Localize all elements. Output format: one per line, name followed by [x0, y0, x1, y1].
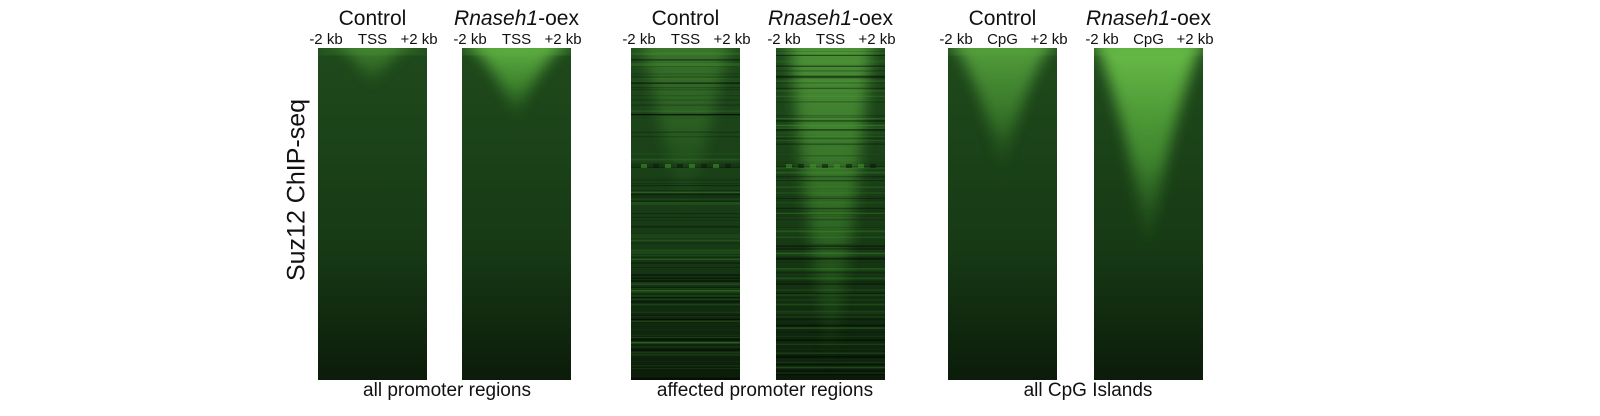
panel-title-text: Control	[339, 7, 407, 30]
x-tick-label: CpG	[1133, 31, 1164, 48]
panel-title-text: Control	[969, 7, 1037, 30]
panel-group-caption: all CpG Islands	[1024, 380, 1153, 401]
panel-title-text: -oex	[852, 7, 893, 30]
panel-title-italic: Rnaseh1	[768, 7, 852, 30]
x-tick-label: -2 kb	[622, 31, 655, 48]
x-tick-label: +2 kb	[400, 31, 437, 48]
y-axis-label: Suz12 ChIP-seq	[283, 99, 311, 281]
panel-title: Control	[339, 7, 407, 30]
panel-title-text: -oex	[1170, 7, 1211, 30]
panel-title: Control	[652, 7, 720, 30]
heatmap	[631, 48, 740, 380]
heatmap	[462, 48, 571, 380]
panel-title: Rnaseh1-oex	[454, 7, 579, 30]
panel-title-italic: Rnaseh1	[454, 7, 538, 30]
panel-title-text: -oex	[538, 7, 579, 30]
panel-title: Rnaseh1-oex	[1086, 7, 1211, 30]
x-tick-label: TSS	[502, 31, 531, 48]
x-tick-label: -2 kb	[939, 31, 972, 48]
panel-title: Control	[969, 7, 1037, 30]
x-tick-label: +2 kb	[544, 31, 581, 48]
panel-group-caption: all promoter regions	[363, 380, 531, 401]
x-tick-label: -2 kb	[767, 31, 800, 48]
x-tick-label: +2 kb	[858, 31, 895, 48]
panel-title: Rnaseh1-oex	[768, 7, 893, 30]
x-tick-label: CpG	[987, 31, 1018, 48]
x-tick-label: TSS	[816, 31, 845, 48]
x-tick-label: +2 kb	[713, 31, 750, 48]
x-tick-label: -2 kb	[309, 31, 342, 48]
x-tick-label: TSS	[358, 31, 387, 48]
heatmap	[318, 48, 427, 380]
x-tick-label: -2 kb	[453, 31, 486, 48]
x-tick-label: TSS	[671, 31, 700, 48]
heatmap	[1094, 48, 1203, 380]
x-tick-label: -2 kb	[1085, 31, 1118, 48]
panel-title-italic: Rnaseh1	[1086, 7, 1170, 30]
heatmap	[776, 48, 885, 380]
x-tick-label: +2 kb	[1176, 31, 1213, 48]
panel-group-caption: affected promoter regions	[657, 380, 873, 401]
x-tick-label: +2 kb	[1030, 31, 1067, 48]
panel-title-text: Control	[652, 7, 720, 30]
heatmap	[948, 48, 1057, 380]
